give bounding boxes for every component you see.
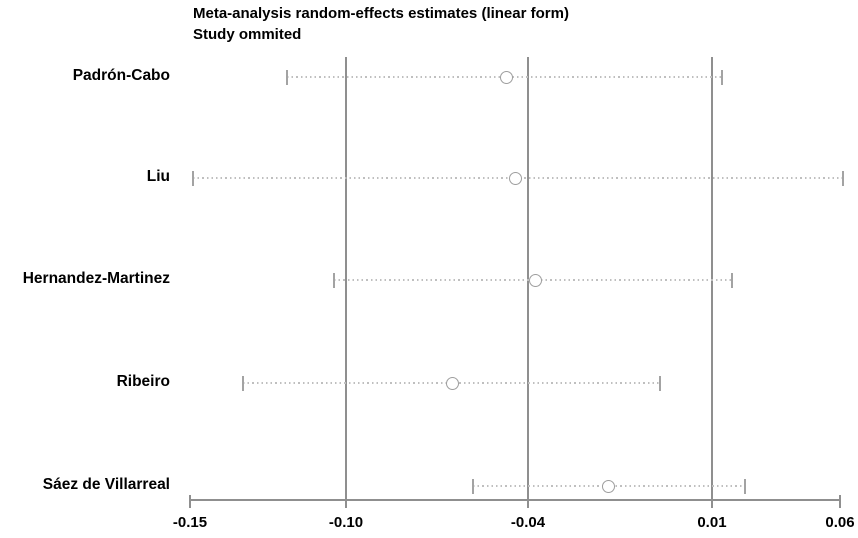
ci-lower-cap — [332, 272, 335, 288]
ci-lower-cap — [285, 69, 288, 85]
reference-line — [345, 57, 347, 500]
estimate-marker — [500, 70, 514, 84]
ci-upper-cap — [721, 69, 724, 85]
ci-lower-cap — [242, 375, 245, 391]
study-label: Padrón-Cabo — [72, 67, 170, 84]
estimate-marker — [602, 479, 616, 493]
reference-line — [711, 57, 713, 500]
chart-subtitle: Study ommited — [193, 26, 302, 43]
study-label: Hernandez-Martinez — [22, 270, 170, 287]
ci-upper-cap — [731, 272, 734, 288]
estimate-marker — [445, 376, 459, 390]
x-axis-line — [190, 499, 840, 501]
chart-title-block: Meta-analysis random-effects estimates (… — [193, 3, 569, 45]
x-axis-tick — [345, 495, 347, 508]
study-label: Ribeiro — [116, 373, 170, 390]
study-label: Sáez de Villarreal — [42, 476, 170, 493]
study-label: Liu — [146, 168, 170, 185]
ci-lower-cap — [192, 170, 195, 186]
ci-upper-cap — [659, 375, 662, 391]
x-axis-tick — [711, 495, 713, 508]
x-axis-tick — [189, 495, 191, 508]
chart-title: Meta-analysis random-effects estimates (… — [193, 5, 569, 22]
x-axis-tick-label: -0.04 — [510, 514, 546, 531]
ci-upper-cap — [841, 170, 844, 186]
ci-upper-cap — [744, 478, 747, 494]
x-axis-tick — [839, 495, 841, 508]
estimate-marker — [509, 171, 523, 185]
ci-lower-cap — [472, 478, 475, 494]
x-axis-tick — [527, 495, 529, 508]
x-axis-tick-label: -0.15 — [172, 514, 208, 531]
estimate-marker — [528, 273, 542, 287]
x-axis-tick-label: 0.06 — [825, 514, 855, 531]
x-axis-tick-label: 0.01 — [697, 514, 727, 531]
reference-line — [527, 57, 529, 500]
x-axis-tick-label: -0.10 — [328, 514, 364, 531]
